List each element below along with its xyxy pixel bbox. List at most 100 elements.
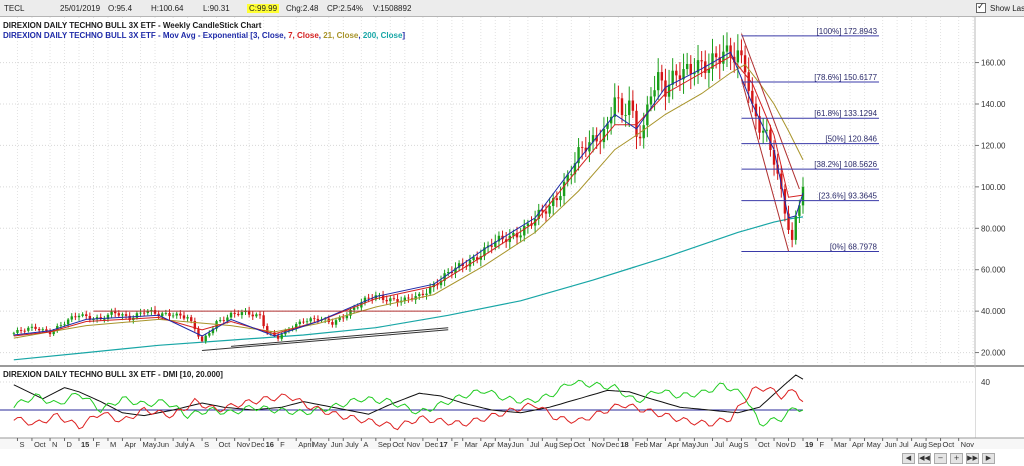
candle-up bbox=[696, 60, 700, 73]
candle-up bbox=[139, 312, 142, 314]
time-tick-label: S bbox=[743, 440, 748, 449]
candle-down bbox=[251, 314, 254, 317]
candle-down bbox=[266, 326, 269, 333]
candle-up bbox=[736, 50, 740, 63]
candle-up bbox=[548, 206, 551, 214]
candle-down bbox=[758, 116, 761, 133]
time-tick-label: S bbox=[204, 440, 209, 449]
dmi-title: DIREXION DAILY TECHNO BULL 3X ETF - DMI … bbox=[3, 370, 223, 379]
candle-down bbox=[302, 321, 305, 323]
candle-up bbox=[468, 260, 472, 267]
candle-up bbox=[389, 298, 392, 302]
time-tick-label: F bbox=[280, 440, 285, 449]
candle-down bbox=[168, 313, 171, 317]
change-pct-value: CP:2.54% bbox=[327, 4, 364, 13]
candle-up bbox=[30, 326, 34, 328]
candle-up bbox=[52, 330, 55, 335]
show-last-checkbox[interactable] bbox=[976, 2, 986, 13]
candle-up bbox=[512, 232, 515, 236]
candle-up bbox=[472, 257, 475, 261]
time-tick-label: July bbox=[345, 440, 359, 449]
candle-up bbox=[338, 317, 341, 321]
candle-up bbox=[164, 313, 168, 314]
trendline-channel bbox=[740, 33, 800, 190]
candle-up bbox=[349, 309, 352, 316]
candle-up bbox=[613, 97, 616, 117]
candle-up bbox=[682, 69, 685, 80]
candle-up bbox=[649, 96, 653, 105]
candle-up bbox=[425, 293, 428, 295]
candlestick-chart[interactable]: 20.000 40.000 60.000 80.000 100.00 120.00 140.… bbox=[0, 17, 1024, 466]
time-tick-label: Apr bbox=[852, 440, 864, 449]
candle-up bbox=[722, 51, 725, 64]
scroll-fast-right-button[interactable]: ▶▶ bbox=[966, 453, 979, 464]
candle-up bbox=[295, 324, 298, 329]
candle-down bbox=[193, 321, 197, 330]
candle-down bbox=[664, 80, 667, 97]
candle-up bbox=[226, 317, 229, 321]
zoom-out-button[interactable]: − bbox=[934, 453, 947, 464]
time-axis bbox=[0, 438, 1024, 449]
candle-up bbox=[204, 335, 207, 342]
candle-up bbox=[537, 209, 540, 219]
candle-down bbox=[617, 97, 620, 99]
candle-up bbox=[577, 147, 580, 164]
candle-up bbox=[70, 316, 73, 320]
candle-up bbox=[59, 325, 63, 327]
time-tick-label: Oct bbox=[219, 440, 232, 449]
candle-down bbox=[222, 320, 225, 321]
candle-down bbox=[751, 90, 754, 104]
candle-down bbox=[74, 316, 77, 318]
candle-up bbox=[685, 63, 689, 70]
time-tick-label: D bbox=[791, 440, 797, 449]
candle-down bbox=[276, 335, 280, 339]
time-tick-label: Jun bbox=[512, 440, 524, 449]
close-value: C:99.99 bbox=[247, 4, 280, 13]
candle-up bbox=[628, 100, 631, 116]
candle-up bbox=[526, 223, 530, 226]
time-tick-label: Apr bbox=[483, 440, 495, 449]
ema200-line bbox=[13, 216, 804, 361]
candle-down bbox=[200, 336, 204, 342]
candle-up bbox=[95, 317, 99, 320]
candle-up bbox=[798, 205, 801, 216]
dmi-pane bbox=[0, 368, 975, 438]
symbol-label: TECL bbox=[4, 4, 25, 13]
low-value: L:90.31 bbox=[203, 4, 230, 13]
time-tick-label: Dec bbox=[251, 440, 265, 449]
time-tick-label: Jun bbox=[157, 440, 169, 449]
time-tick-label: Jun bbox=[885, 440, 897, 449]
fib-level-label: [38.2%] 108.5626 bbox=[814, 160, 877, 169]
candle-up bbox=[106, 314, 110, 320]
candle-up bbox=[360, 302, 363, 308]
candle-down bbox=[331, 322, 334, 325]
candle-up bbox=[794, 215, 797, 240]
candle-down bbox=[342, 317, 345, 319]
zoom-in-button[interactable]: + bbox=[950, 453, 963, 464]
candle-up bbox=[309, 318, 312, 322]
scroll-right-button[interactable]: ▶ bbox=[982, 453, 995, 464]
indicator-title-part: , bbox=[319, 31, 323, 40]
fib-level-label: [23.6%] 93.3645 bbox=[819, 192, 878, 201]
candle-down bbox=[743, 55, 747, 73]
volume-value: V:1508892 bbox=[373, 4, 412, 13]
scroll-left-button[interactable]: ◀ bbox=[902, 453, 915, 464]
candle-up bbox=[667, 84, 671, 97]
scroll-fast-left-button[interactable]: ◀◀ bbox=[918, 453, 931, 464]
fib-level-label: [0%] 68.7978 bbox=[830, 242, 878, 251]
indicator-title-part: 3, Close bbox=[253, 31, 284, 40]
time-tick-label: Apr bbox=[667, 440, 679, 449]
candle-down bbox=[37, 328, 41, 331]
candle-up bbox=[63, 324, 66, 326]
time-tick-label: Nov bbox=[776, 440, 790, 449]
candle-up bbox=[606, 123, 609, 129]
dmi-plus_di-line bbox=[13, 379, 804, 427]
candle-down bbox=[780, 173, 783, 190]
time-tick-label: Jul bbox=[715, 440, 725, 449]
time-tick-label: Nov bbox=[961, 440, 975, 449]
time-tick-label: July bbox=[175, 440, 189, 449]
chart-title: DIREXION DAILY TECHNO BULL 3X ETF - Week… bbox=[3, 21, 262, 30]
time-tick-label: Mar bbox=[834, 440, 847, 449]
fib-level-label: [61.8%] 133.1294 bbox=[814, 109, 877, 118]
open-value: O:95.4 bbox=[108, 4, 133, 13]
